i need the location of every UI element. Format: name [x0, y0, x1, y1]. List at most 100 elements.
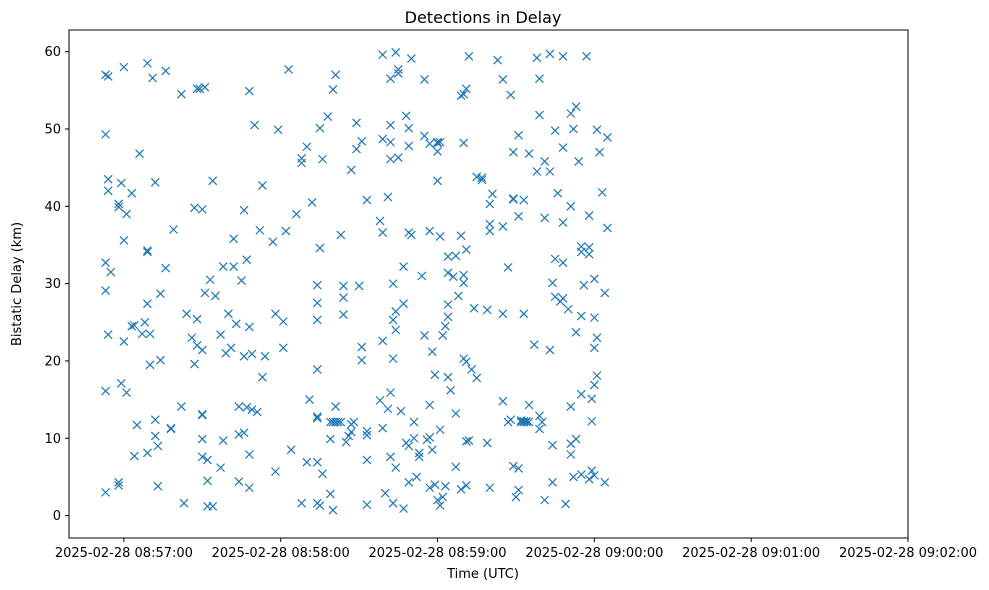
- x-axis-label: Time (UTC): [446, 567, 519, 582]
- data-point: [323, 112, 333, 122]
- data-point: [278, 343, 288, 353]
- data-point: [524, 417, 534, 427]
- data-point: [563, 304, 573, 314]
- data-point: [440, 481, 450, 491]
- data-point: [291, 209, 301, 219]
- data-point: [231, 319, 241, 329]
- data-point: [469, 303, 479, 313]
- data-point: [325, 489, 335, 499]
- data-point: [417, 271, 427, 281]
- data-point: [425, 226, 435, 236]
- data-point: [464, 436, 474, 445]
- data-point: [443, 312, 453, 322]
- data-point: [482, 438, 492, 448]
- data-point: [190, 359, 199, 369]
- data-point: [540, 495, 550, 505]
- data-point: [433, 495, 442, 505]
- data-point: [129, 451, 139, 461]
- data-point: [393, 65, 403, 74]
- data-point: [362, 430, 372, 440]
- data-point: [148, 73, 158, 83]
- data-point: [205, 275, 215, 285]
- data-point: [584, 249, 594, 259]
- data-point: [498, 221, 508, 231]
- data-point: [558, 258, 568, 268]
- data-point: [278, 317, 288, 326]
- data-point: [192, 314, 202, 324]
- data-point: [210, 291, 220, 301]
- data-point: [574, 157, 584, 166]
- data-point: [508, 461, 518, 471]
- data-point: [247, 349, 257, 359]
- data-point: [535, 424, 544, 434]
- data-point: [362, 500, 372, 510]
- data-point: [461, 480, 471, 490]
- data-point: [443, 300, 453, 309]
- data-point: [386, 452, 395, 462]
- data-point: [349, 417, 359, 427]
- data-point: [576, 470, 586, 480]
- data-point: [333, 417, 343, 427]
- data-point: [103, 186, 113, 196]
- data-point: [386, 120, 395, 130]
- data-point: [244, 322, 254, 332]
- data-point: [545, 345, 555, 355]
- data-point: [386, 154, 395, 164]
- data-point: [153, 481, 163, 491]
- data-point: [208, 176, 218, 186]
- data-point: [103, 330, 113, 340]
- data-point: [472, 373, 482, 383]
- data-point: [260, 351, 270, 361]
- data-point: [459, 278, 469, 288]
- x-tick-label: 2025-02-28 08:58:00: [212, 546, 350, 561]
- data-point: [284, 65, 293, 74]
- data-point: [446, 385, 456, 395]
- data-point: [229, 234, 239, 244]
- data-point: [346, 427, 356, 437]
- data-point: [602, 133, 612, 142]
- data-point: [553, 188, 563, 198]
- data-point: [357, 355, 367, 365]
- data-point: [140, 317, 150, 327]
- data-point: [114, 202, 124, 212]
- data-point: [302, 142, 312, 152]
- data-point: [600, 477, 610, 487]
- data-point: [461, 245, 471, 255]
- plot-frame: [68, 29, 909, 539]
- data-point: [576, 311, 586, 321]
- data-point: [406, 54, 416, 64]
- data-point: [503, 262, 513, 272]
- data-point: [558, 293, 568, 303]
- data-point: [328, 505, 338, 515]
- data-point: [461, 436, 471, 446]
- data-point: [119, 62, 129, 72]
- data-point: [318, 469, 327, 479]
- data-point: [142, 299, 152, 309]
- data-point: [142, 245, 152, 255]
- data-point: [545, 167, 555, 176]
- data-point: [145, 329, 155, 339]
- data-point: [409, 433, 419, 443]
- y-tick-label: 20: [44, 354, 61, 369]
- data-point: [378, 134, 388, 144]
- data-point: [558, 143, 568, 152]
- data-point: [409, 417, 419, 427]
- y-tick-label: 10: [44, 432, 61, 447]
- data-point: [498, 309, 508, 319]
- data-point: [404, 141, 414, 151]
- x-tick-label: 2025-02-28 09:02:00: [839, 546, 977, 561]
- data-point: [119, 337, 129, 347]
- data-point: [435, 501, 445, 510]
- data-point: [312, 280, 322, 290]
- data-point: [592, 371, 602, 381]
- data-point: [524, 400, 534, 410]
- data-point: [514, 463, 523, 473]
- data-points: [101, 47, 612, 515]
- data-point: [388, 354, 398, 364]
- data-point: [197, 345, 207, 355]
- data-point: [142, 58, 152, 68]
- data-point: [589, 470, 599, 480]
- data-point: [339, 310, 348, 319]
- data-point: [391, 463, 401, 473]
